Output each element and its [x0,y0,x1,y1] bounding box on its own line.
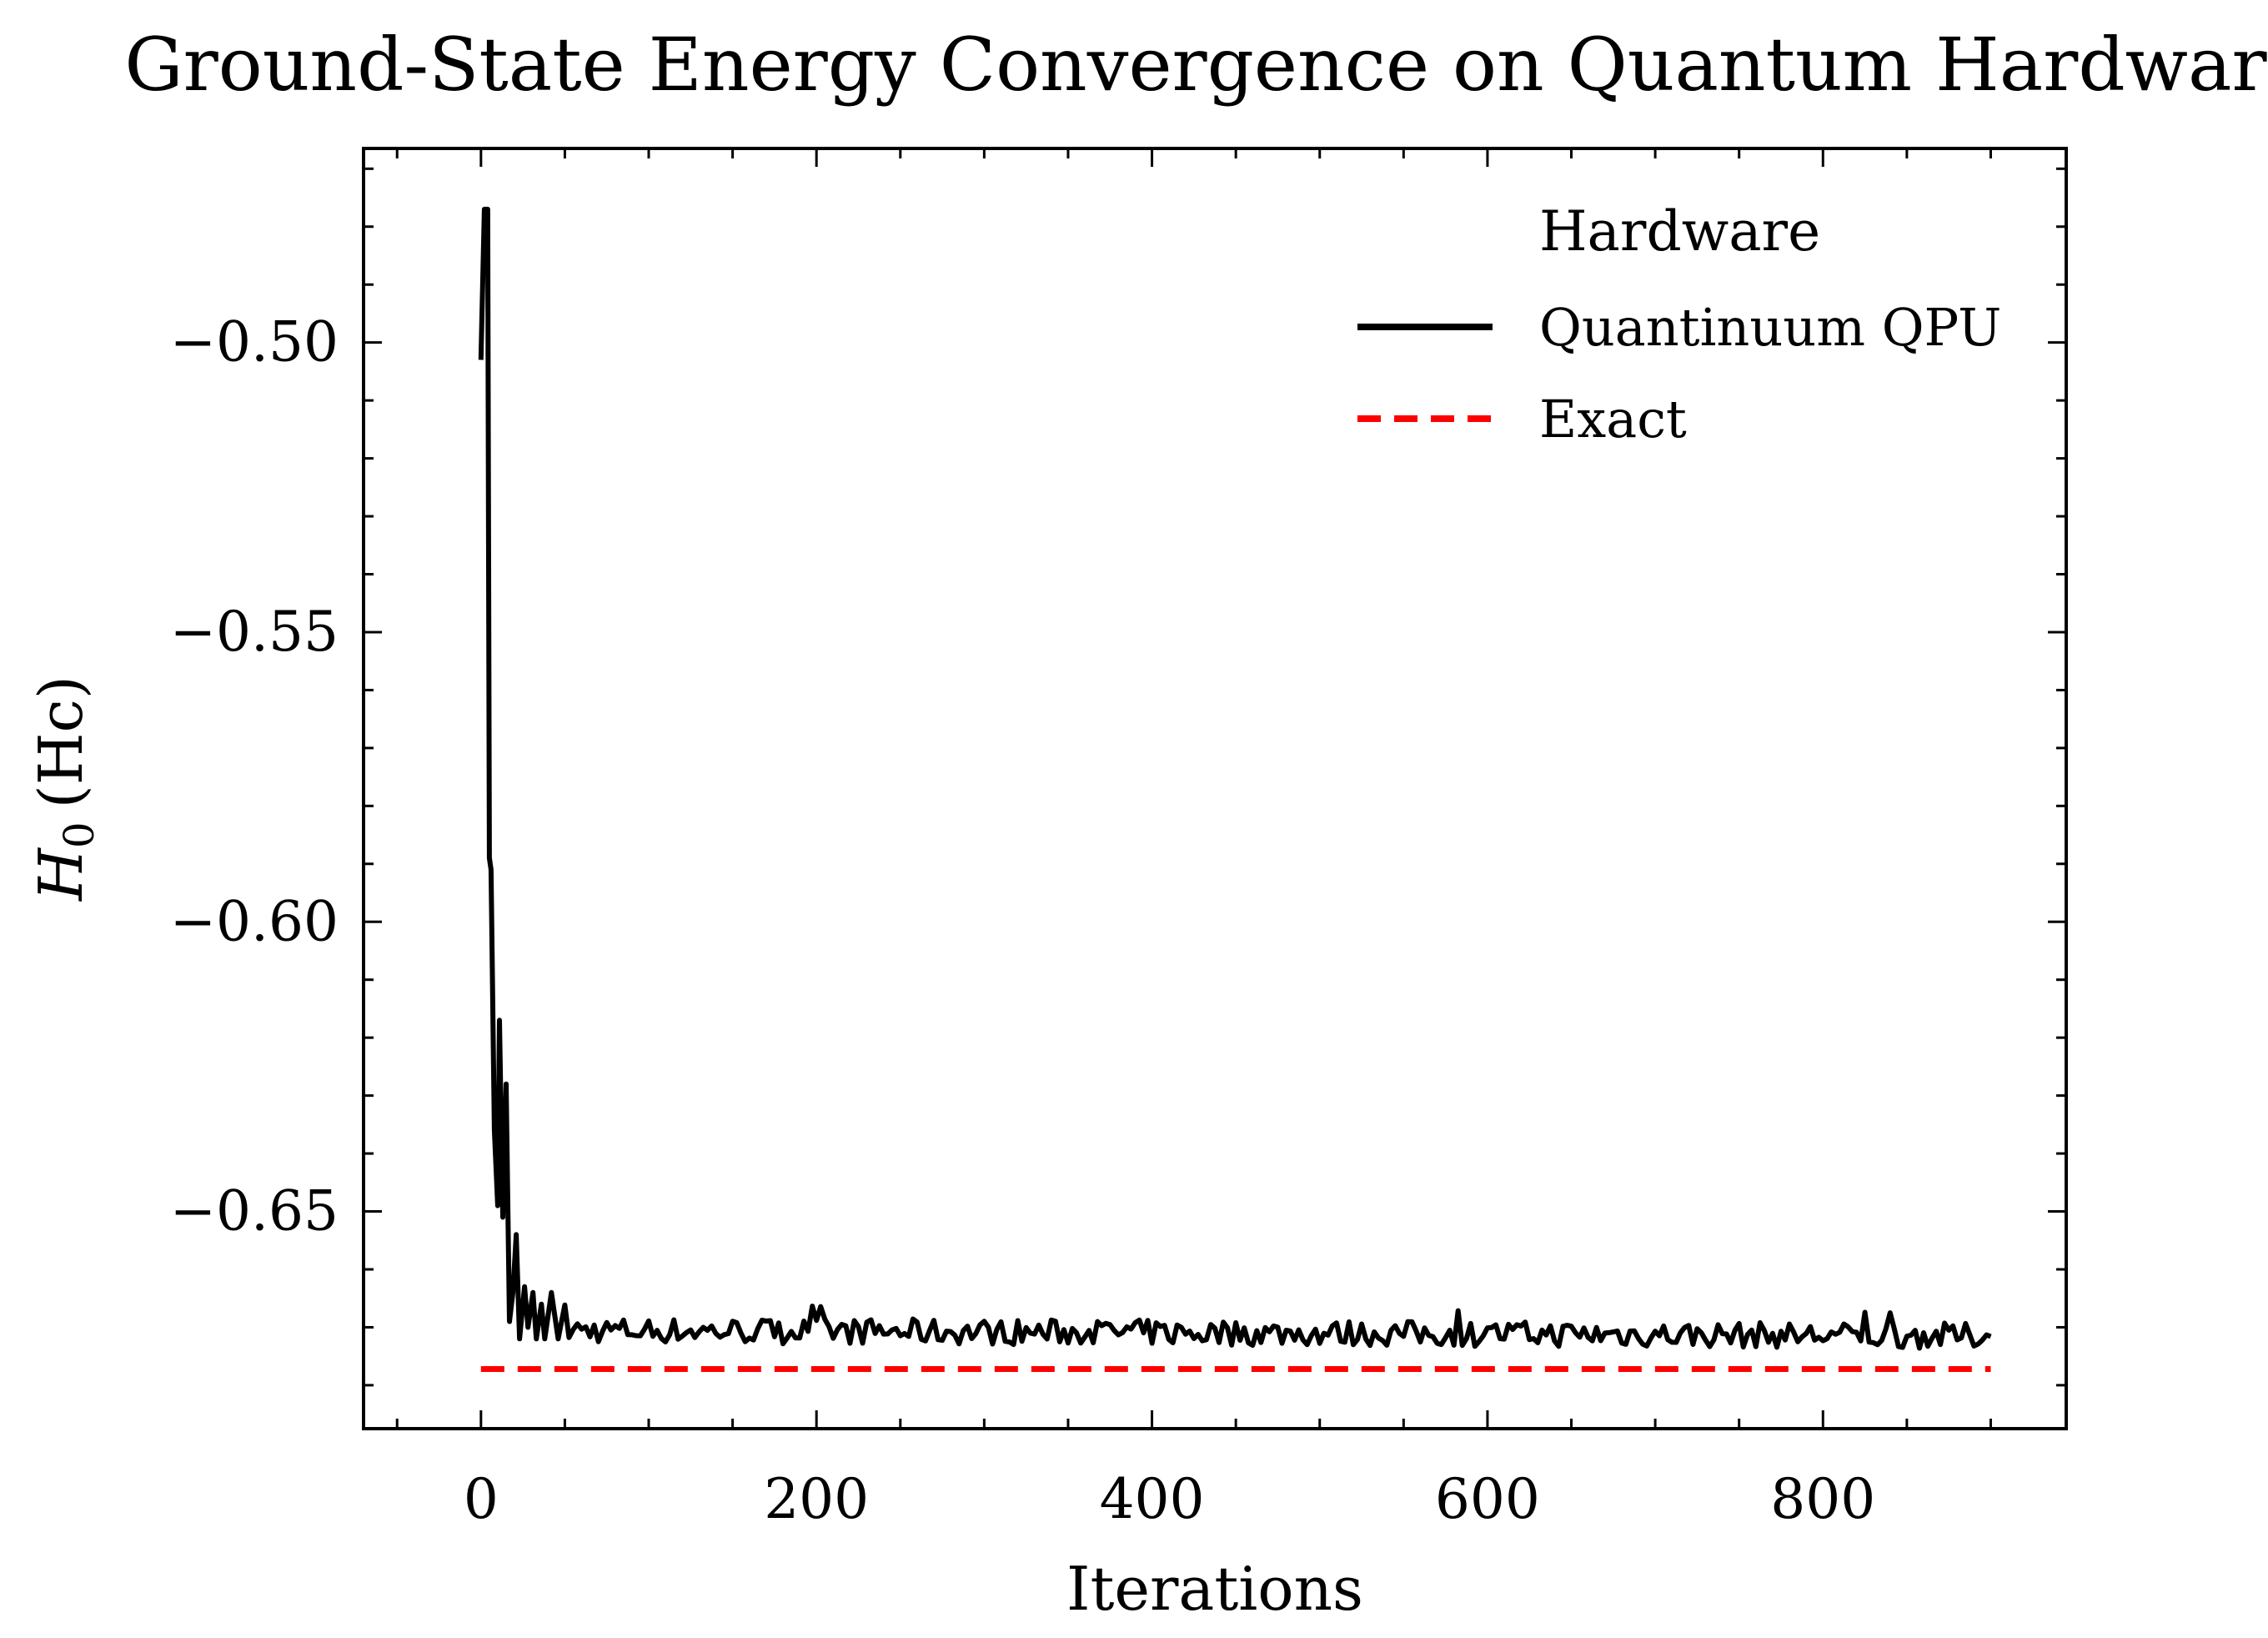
y-axis-label-subscript: 0 [55,822,103,848]
legend-label-quantinuum-qpu: Quantinuum QPU [1539,297,2001,358]
series-quantinuum-qpu-line [478,206,1992,1351]
x-tick-label: 0 [464,1467,499,1531]
y-axis-label: H0 (Hc) [26,676,103,902]
x-tick-label: 400 [1100,1467,1205,1531]
series-layer [478,206,1992,1372]
y-tick-label: −0.50 [170,310,339,374]
x-axis-ticks: 0 200 400 600 800 [395,148,1992,1531]
plot-frame [362,147,2068,1430]
legend-label-exact: Exact [1539,389,1687,450]
y-tick-label: −0.55 [170,600,339,664]
x-tick-label: 800 [1770,1467,1875,1531]
y-axis-label-unit: (Hc) [26,676,96,808]
legend: Hardware Quantinuum QPU Exact [1357,199,2001,450]
y-tick-label: −0.65 [170,1179,339,1244]
x-tick-label: 600 [1435,1467,1540,1531]
y-axis-label-symbol: H [26,847,96,902]
x-tick-label: 200 [764,1467,869,1531]
legend-title: Hardware [1539,199,1820,264]
y-axis-ticks: −0.65 −0.60 −0.55 −0.50 [170,167,2066,1387]
x-axis-label: Iterations [1066,1554,1363,1624]
y-tick-label: −0.60 [170,889,339,953]
chart-title: Ground-State Energy Convergence on Quant… [124,22,2268,108]
